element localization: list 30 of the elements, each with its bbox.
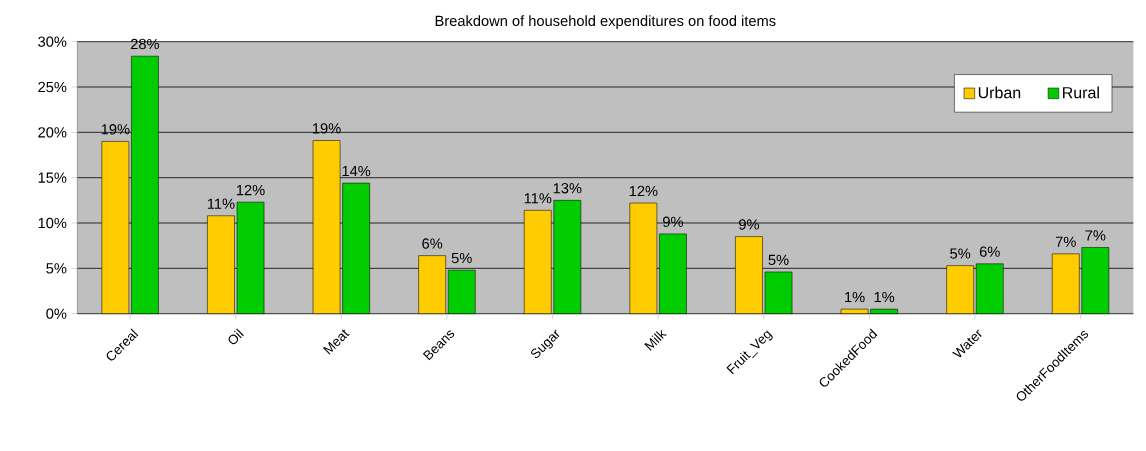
chart-title: Breakdown of household expenditures on food items	[435, 15, 776, 29]
data-label: 6%	[979, 246, 1000, 257]
y-tick-label: 15%	[38, 172, 67, 183]
data-label: 7%	[1085, 230, 1106, 241]
data-label: 6%	[422, 238, 443, 249]
data-label: 12%	[629, 185, 658, 197]
data-label: 5%	[451, 252, 472, 264]
data-label: 9%	[663, 216, 683, 227]
y-tick-label: 10%	[38, 217, 67, 229]
data-label: 5%	[950, 248, 971, 259]
data-label: 14%	[342, 165, 371, 177]
data-label: 9%	[739, 219, 760, 230]
data-label: 11%	[524, 193, 552, 204]
y-tick-label: 5%	[46, 263, 67, 274]
legend-label: Rural	[1063, 86, 1099, 99]
y-tick-label: 0%	[46, 308, 67, 319]
data-label: 13%	[553, 183, 582, 194]
data-label: 5%	[768, 254, 789, 266]
data-label: 11%	[207, 198, 235, 209]
data-label: 12%	[236, 184, 265, 196]
y-tick-label: 25%	[38, 81, 67, 93]
data-label: 1%	[845, 291, 865, 303]
legend-label: Urban	[978, 86, 1021, 99]
data-label: 7%	[1055, 236, 1076, 247]
x-tick-label: Oil	[228, 328, 244, 345]
y-tick-label: 30%	[38, 36, 67, 47]
x-tick-label: Milk	[644, 329, 667, 351]
data-label: 1%	[874, 291, 895, 303]
y-tick-label: 20%	[38, 127, 67, 138]
data-label: 19%	[312, 123, 341, 134]
